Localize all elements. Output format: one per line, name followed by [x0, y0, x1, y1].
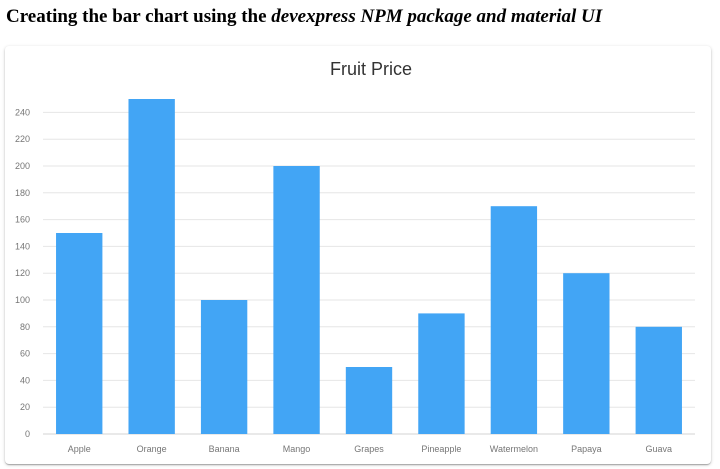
y-tick-label: 140: [15, 241, 30, 251]
y-tick-label: 200: [15, 161, 30, 171]
y-tick-label: 120: [15, 268, 30, 278]
x-axis-tick-labels: Apple Orange Banana Mango Grapes Pineapple Wat…: [68, 444, 672, 454]
bar-papaya: [563, 273, 610, 434]
bar-apple: [56, 233, 103, 434]
page-heading-emphasis: devexpress NPM package and material UI: [271, 6, 603, 27]
x-tick-label: Guava: [646, 444, 673, 454]
y-tick-label: 160: [15, 215, 30, 225]
bar-grapes: [345, 367, 393, 434]
bars: [56, 99, 682, 434]
y-tick-label: 80: [20, 322, 30, 332]
x-tick-label: Watermelon: [490, 444, 538, 454]
x-tick-label: Banana: [209, 444, 240, 454]
bar-banana: [200, 300, 248, 434]
y-tick-label: 20: [20, 402, 30, 412]
page-heading: Creating the bar chart using the devexpr…: [6, 6, 602, 28]
bar-mango: [273, 166, 320, 434]
x-tick-label: Papaya: [571, 444, 602, 454]
x-tick-label: Mango: [283, 444, 311, 454]
chart-title: Fruit Price: [330, 59, 412, 79]
bar-chart: Fruit Price 0 20 40 60 80 100 120 140 160 180 200 2…: [15, 59, 695, 454]
y-tick-label: 180: [15, 188, 30, 198]
y-tick-label: 0: [25, 429, 30, 439]
bar-watermelon: [490, 206, 538, 434]
y-axis-tick-labels: 0 20 40 60 80 100 120 140 160 180 200 220 240: [15, 107, 30, 439]
y-tick-label: 240: [15, 107, 30, 117]
bar-guava: [635, 326, 682, 434]
bar-pineapple: [418, 313, 465, 434]
x-tick-label: Orange: [137, 444, 167, 454]
page-heading-plain: Creating the bar chart using the: [6, 6, 272, 27]
bar-orange: [128, 99, 175, 434]
chart-paper: Fruit Price 0 20 40 60 80 100 120 140 160 180 200 2…: [5, 46, 711, 464]
y-tick-label: 220: [15, 134, 30, 144]
x-tick-label: Apple: [68, 444, 91, 454]
y-tick-label: 60: [20, 349, 30, 359]
y-tick-label: 100: [15, 295, 30, 305]
x-tick-label: Grapes: [354, 444, 384, 454]
x-tick-label: Pineapple: [421, 444, 461, 454]
y-tick-label: 40: [20, 375, 30, 385]
